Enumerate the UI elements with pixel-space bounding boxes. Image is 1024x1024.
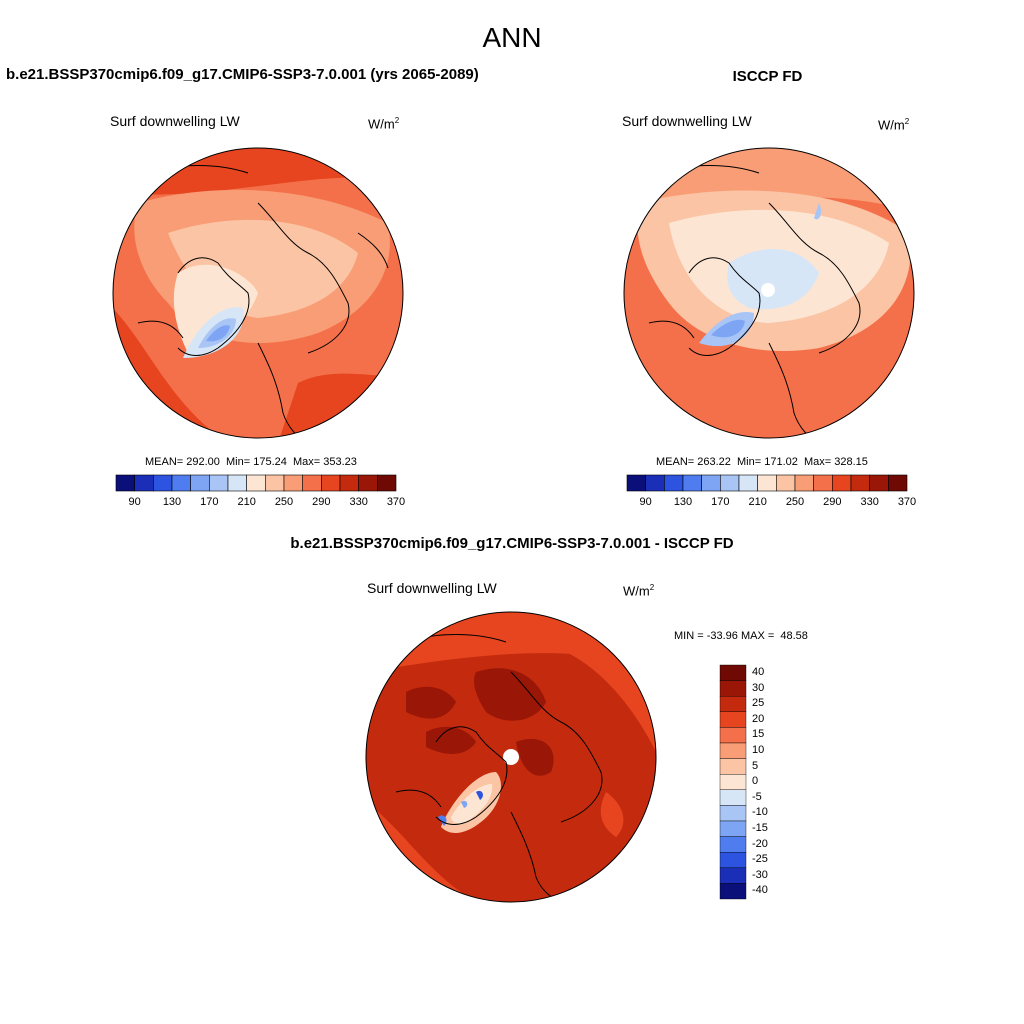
diff-colorbar-box-7 (719, 773, 747, 790)
obs-units-label: W/m2 (878, 117, 910, 133)
obs-colorbar-box-13 (869, 474, 889, 492)
model-panel-title: b.e21.BSSP370cmip6.f09_g17.CMIP6-SSP3-7.… (6, 66, 479, 83)
obs-colorbar-box-12 (850, 474, 870, 492)
model-colorbar-tick-label: 210 (237, 496, 256, 508)
diff-colorbar-box-13 (719, 867, 747, 884)
model-colorbar-box-12 (339, 474, 359, 492)
diff-colorbar-box-4 (719, 727, 747, 744)
diff-colorbar-box-5 (719, 742, 747, 759)
obs-colorbar-tick-label: 290 (823, 496, 842, 508)
model-colorbar-box-8 (265, 474, 285, 492)
model-colorbar-tick-label: 370 (386, 496, 406, 508)
diff-colorbar-tick-label: -5 (752, 790, 762, 803)
diff-colorbar-box-1 (719, 680, 747, 697)
obs-colorbar (626, 474, 908, 492)
diff-colorbar-box-2 (719, 696, 747, 713)
obs-colorbar-box-2 (664, 474, 684, 492)
diff-polar-map (365, 611, 657, 903)
diff-colorbar-tick-label: 5 (752, 759, 759, 772)
obs-colorbar-tick-label: 210 (748, 496, 767, 508)
diff-colorbar-box-6 (719, 758, 747, 775)
diff-colorbar-tick-label: 25 (752, 697, 765, 710)
diff-colorbar-tick-label: 20 (752, 712, 765, 725)
model-colorbar-box-14 (377, 474, 397, 492)
obs-variable-label: Surf downwelling LW (622, 113, 752, 129)
diff-colorbar-box-9 (719, 805, 747, 822)
obs-colorbar-box-11 (832, 474, 852, 492)
diff-colorbar-box-14 (719, 883, 747, 900)
model-variable-label: Surf downwelling LW (110, 113, 240, 129)
model-colorbar-box-1 (134, 474, 154, 492)
model-colorbar-box-2 (153, 474, 173, 492)
diff-colorbar-box-12 (719, 851, 747, 868)
diff-colorbar-tick-label: -20 (752, 837, 768, 850)
model-units-label: W/m2 (368, 116, 400, 132)
obs-colorbar-tick-label: 170 (711, 496, 730, 508)
obs-colorbar-tick-label: 370 (897, 496, 917, 508)
obs-colorbar-box-14 (888, 474, 908, 492)
model-colorbar (115, 474, 397, 492)
diff-panel-title: b.e21.BSSP370cmip6.f09_g17.CMIP6-SSP3-7.… (290, 535, 734, 552)
diff-colorbar-tick-label: 0 (752, 775, 759, 788)
obs-colorbar-box-9 (794, 474, 814, 492)
model-colorbar-tick-label: 90 (128, 496, 141, 508)
model-colorbar-tick-label: 130 (162, 496, 182, 508)
diff-colorbar-tick-label: -10 (752, 806, 768, 819)
obs-colorbar-tick-label: 90 (639, 496, 652, 508)
diff-variable-label: Surf downwelling LW (367, 580, 497, 596)
obs-colorbar-box-3 (682, 474, 702, 492)
obs-colorbar-tick-label: 250 (785, 496, 805, 508)
model-colorbar-tick-label: 250 (274, 496, 294, 508)
model-colorbar-box-4 (190, 474, 210, 492)
model-colorbar-box-7 (246, 474, 266, 492)
model-colorbar-tick-label: 170 (200, 496, 219, 508)
obs-colorbar-box-5 (720, 474, 740, 492)
model-colorbar-box-0 (115, 474, 135, 492)
obs-colorbar-box-1 (645, 474, 665, 492)
model-colorbar-box-13 (358, 474, 378, 492)
diff-colorbar-tick-label: -40 (752, 884, 768, 897)
obs-colorbar-box-6 (738, 474, 758, 492)
diff-colorbar-box-10 (719, 820, 747, 837)
diff-colorbar-tick-label: -30 (752, 868, 768, 881)
model-colorbar-box-11 (321, 474, 341, 492)
diff-colorbar-tick-label: 15 (752, 728, 765, 741)
diff-colorbar-box-0 (719, 664, 747, 681)
diff-colorbar-tick-label: 10 (752, 744, 765, 756)
diff-colorbar-box-11 (719, 836, 747, 853)
obs-colorbar-tick-label: 330 (860, 496, 879, 508)
obs-colorbar-box-0 (626, 474, 646, 492)
model-stats: MEAN= 292.00 Min= 175.24 Max= 353.23 (145, 456, 357, 468)
obs-colorbar-box-8 (776, 474, 796, 492)
diff-colorbar-box-3 (719, 711, 747, 728)
model-colorbar-labels: 90 130 170 210 250 290 330 370 (116, 496, 406, 510)
diff-stats: MIN = -33.96 MAX = 48.58 (674, 630, 808, 642)
diff-units-label: W/m2 (623, 583, 655, 599)
model-colorbar-box-6 (227, 474, 247, 492)
model-colorbar-box-3 (171, 474, 191, 492)
obs-stats: MEAN= 263.22 Min= 171.02 Max= 328.15 (656, 456, 868, 468)
diff-colorbar-labels: 40 30 25 20 15 10 5 0 -5 -10 -15 -20 -25 -30 -40 (752, 665, 792, 899)
model-colorbar-tick-label: 290 (312, 496, 331, 508)
diff-colorbar-box-8 (719, 789, 747, 806)
obs-colorbar-box-4 (701, 474, 721, 492)
model-colorbar-box-9 (283, 474, 303, 492)
obs-colorbar-box-10 (813, 474, 833, 492)
model-colorbar-box-10 (302, 474, 322, 492)
model-colorbar-tick-label: 330 (349, 496, 368, 508)
diff-colorbar-tick-label: -15 (752, 822, 768, 834)
obs-colorbar-labels: 90 130 170 210 250 290 330 370 (627, 496, 917, 510)
obs-colorbar-tick-label: 130 (673, 496, 693, 508)
model-colorbar-box-5 (209, 474, 229, 492)
diff-colorbar-tick-label: 30 (752, 681, 765, 694)
diff-colorbar-tick-label: 40 (752, 666, 765, 678)
model-polar-map (112, 147, 404, 439)
diff-colorbar-tick-label: -25 (752, 853, 768, 866)
obs-panel-title: ISCCP FD (732, 68, 803, 85)
diff-colorbar (719, 664, 747, 900)
obs-colorbar-box-7 (757, 474, 777, 492)
main-title: ANN (482, 22, 542, 53)
obs-polar-map (623, 147, 915, 439)
